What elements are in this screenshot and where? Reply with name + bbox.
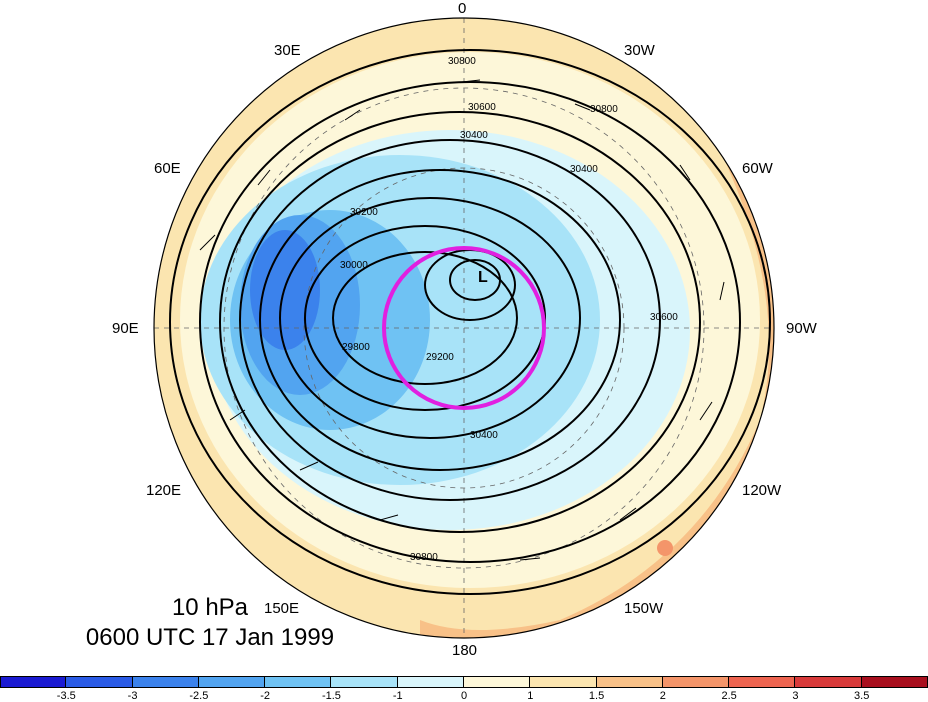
colorbar-segment [729,676,796,688]
colorbar-segment [265,676,332,688]
colorbar-segment [132,676,199,688]
contour-label: 30400 [460,130,488,141]
colorbar-tick-label: 2.5 [721,690,737,702]
valid-time-title: 0600 UTC 17 Jan 1999 [85,624,335,651]
low-marker: L [478,269,488,286]
highlight-circle [382,246,546,410]
contour-label: 30600 [468,102,496,113]
lon-label-180: 180 [452,642,478,659]
lon-label-0: 0 [458,0,467,17]
contour-label: 29200 [426,352,454,363]
contour-label: 30000 [340,260,368,271]
colorbar-segment [662,676,730,688]
colorbar-segment [795,676,862,688]
contour-label: 30600 [650,312,678,323]
contour-label: 30800 [448,56,476,67]
colorbar-tick-label: -2 [260,690,271,702]
colorbar-segment [0,676,67,688]
contour-label: 30800 [410,552,438,563]
contour-labels: 30800 30600 30400 30200 30000 29800 2920… [340,56,678,563]
contour-label: 30200 [350,207,378,218]
contour-label: 29800 [342,342,370,353]
colorbar-tick-label: -1.5 [321,690,341,702]
shaded-field [154,18,774,638]
map-boundary [153,17,775,639]
colorbar-tick-label: 3.5 [854,690,870,702]
lon-label-150w: 150W [624,600,664,617]
lon-label-120w: 120W [742,482,782,499]
lon-label-60w: 60W [742,160,773,177]
contour-label: 30400 [470,430,498,441]
lon-label-30w: 30W [624,42,655,59]
colorbar-tick-label: -2.5 [189,690,209,702]
colorbar-segment [596,676,663,688]
colorbar-segment [331,676,398,688]
lon-label-120e: 120E [146,482,182,499]
colorbar [0,676,928,688]
contour-label: 30800 [590,104,618,115]
lon-label-60e: 60E [154,160,181,177]
colorbar-tick-label: 1 [527,690,534,702]
contour-label: 30400 [570,164,598,175]
lon-label-30e: 30E [274,42,301,59]
colorbar-tick-label: 0 [460,690,468,702]
colorbar-tick-label: 2 [659,690,666,702]
colorbar-segment [397,676,464,688]
colorbar-tick-label: 3 [792,690,799,702]
pressure-level-title: 10 hPa [171,594,249,621]
wind-barbs [199,79,725,561]
colorbar-segment [198,676,266,688]
colorbar-segment [66,676,133,688]
colorbar-tick-label: -3 [127,690,138,702]
colorbar-tick-label: -3.5 [56,690,76,702]
colorbar-tick-label: -1 [392,690,403,702]
colorbar-segment [861,676,928,688]
lon-label-90w: 90W [786,320,817,337]
lon-label-150e: 150E [264,600,300,617]
lon-label-90e: 90E [112,320,139,337]
colorbar-tick-label: 1.5 [588,690,605,702]
colorbar-segment [530,676,597,688]
colorbar-segment [463,676,531,688]
